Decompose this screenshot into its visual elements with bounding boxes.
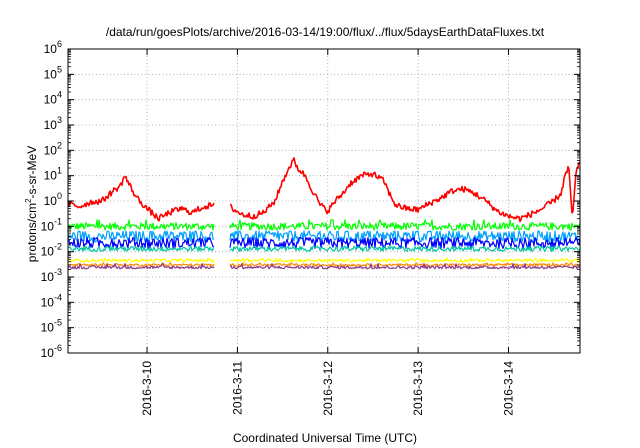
- y-tick-base: 10: [41, 270, 55, 284]
- series-path: [229, 236, 581, 250]
- chart-title: /data/run/goesPlots/archive/2016-03-14/1…: [106, 25, 545, 39]
- series-line: [67, 236, 581, 250]
- y-tick-label: 10-3: [41, 267, 62, 284]
- y-tick-base: 10: [41, 295, 55, 309]
- y-tick-exponent: -4: [54, 292, 62, 302]
- y-tick-base: 10: [44, 67, 58, 81]
- series-path: [229, 230, 581, 243]
- y-tick-base: 10: [44, 93, 58, 107]
- series-path: [229, 157, 581, 223]
- y-tick-label: 10-4: [41, 292, 62, 309]
- y-axis-title-main: protons/cm: [25, 203, 39, 262]
- tick-layer: [68, 48, 580, 354]
- y-tick-base: 10: [41, 346, 55, 360]
- y-tick-exponent: 6: [57, 39, 62, 49]
- x-tick-label: 2016-3-10: [140, 361, 154, 416]
- y-tick-exponent: 4: [57, 90, 62, 100]
- x-tick-label: 2016-3-13: [411, 361, 425, 416]
- y-tick-label: 101: [44, 166, 62, 183]
- y-tick-exponent: 0: [57, 191, 62, 201]
- y-tick-label: 104: [44, 90, 62, 107]
- y-tick-label: 10-1: [41, 216, 62, 233]
- x-axis-title: Coordinated Universal Time (UTC): [233, 431, 417, 445]
- y-tick-exponent: -6: [54, 343, 62, 353]
- series-path: [67, 237, 215, 250]
- y-tick-base: 10: [44, 169, 58, 183]
- y-tick-base: 10: [44, 143, 58, 157]
- series-line: [67, 230, 581, 243]
- series-path: [229, 262, 581, 267]
- y-tick-label: 105: [44, 64, 62, 81]
- y-tick-exponent: 3: [57, 115, 62, 125]
- y-tick-label: 102: [44, 140, 62, 157]
- y-tick-exponent: -3: [54, 267, 62, 277]
- series-path: [67, 245, 215, 252]
- x-tick-label: 2016-3-11: [230, 361, 244, 415]
- y-tick-label: 103: [44, 115, 62, 132]
- series-layer: [67, 157, 581, 270]
- y-tick-base: 10: [41, 245, 55, 259]
- y-tick-base: 10: [44, 42, 58, 56]
- series-path: [67, 219, 215, 231]
- y-tick-label: 10-5: [41, 318, 62, 335]
- y-tick-label: 100: [44, 191, 62, 208]
- series-line: [67, 257, 581, 263]
- y-tick-base: 10: [41, 219, 55, 233]
- series-path: [67, 263, 215, 270]
- x-tick-labels: 2016-3-10 2016-3-11 2016-3-12 2016-3-13 2016…: [140, 361, 515, 416]
- y-tick-labels: 10-610-510-410-310-210-11001011021031041…: [41, 39, 62, 360]
- y-tick-label: 10-6: [41, 343, 62, 360]
- y-tick-base: 10: [41, 321, 55, 335]
- series-line: [67, 219, 581, 231]
- series-path: [67, 262, 215, 267]
- y-tick-exponent: -1: [54, 216, 62, 226]
- y-tick-exponent: 5: [57, 64, 62, 74]
- x-tick-label: 2016-3-12: [321, 361, 335, 416]
- series-path: [229, 245, 581, 252]
- x-tick-label: 2016-3-14: [501, 361, 515, 416]
- series-path: [229, 263, 581, 270]
- series-path: [229, 219, 581, 231]
- y-tick-exponent: -2: [54, 242, 62, 252]
- y-axis-title-sup: 2: [24, 198, 33, 203]
- y-tick-base: 10: [44, 194, 58, 208]
- series-line: [67, 245, 581, 252]
- series-line: [67, 262, 581, 267]
- grid: [68, 49, 580, 353]
- y-tick-base: 10: [44, 118, 58, 132]
- series-line: [67, 263, 581, 270]
- y-tick-exponent: 2: [57, 140, 62, 150]
- y-tick-label: 10-2: [41, 242, 62, 259]
- y-axis-title-tail: -s-sr-MeV: [25, 146, 39, 199]
- y-tick-label: 106: [44, 39, 62, 56]
- y-tick-exponent: -5: [54, 318, 62, 328]
- series-path: [229, 257, 581, 263]
- series-line: [67, 157, 581, 223]
- series-path: [67, 175, 215, 222]
- y-axis-title: protons/cm2-s-sr-MeV: [24, 146, 39, 262]
- y-tick-exponent: 1: [57, 166, 62, 176]
- series-path: [67, 257, 215, 263]
